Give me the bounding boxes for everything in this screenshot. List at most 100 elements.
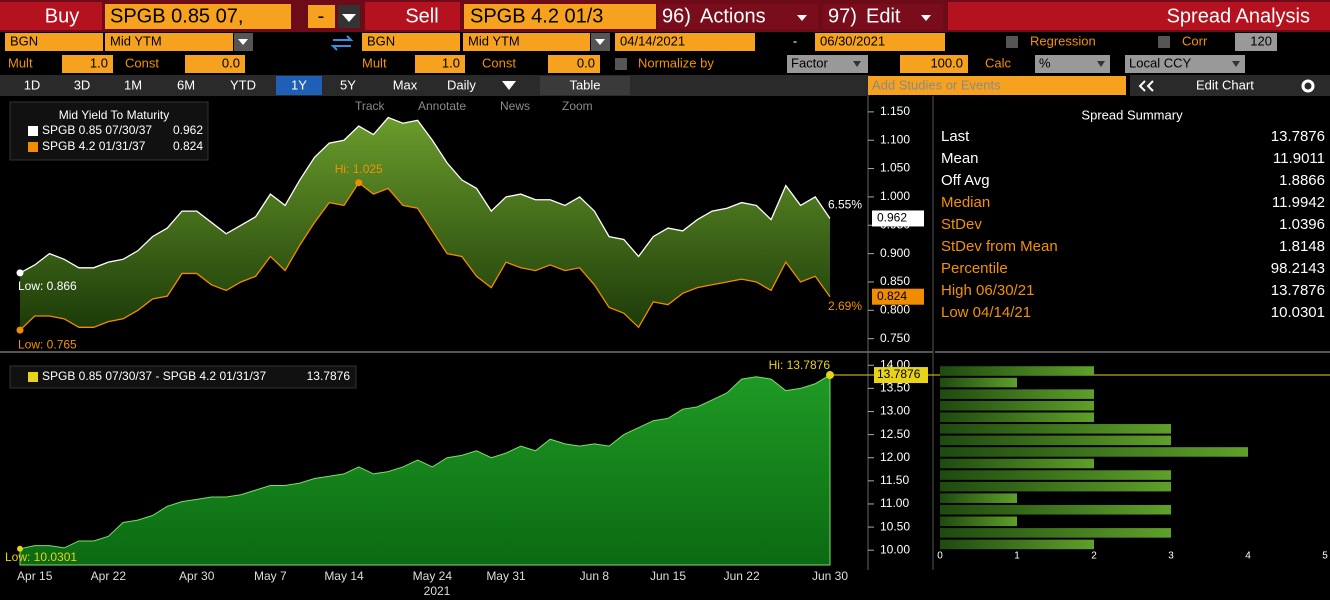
histogram-bar [940,470,1171,480]
toolbar-normalize-mode[interactable]: Factor [791,55,829,70]
x-tick-label: Jun 30 [812,569,848,583]
toolbar-edit[interactable]: Edit [866,5,901,27]
summary-value: 98.2143 [1271,260,1325,277]
toolbar-studies[interactable]: Add Studies or Events [872,77,1001,92]
toolbar-buy[interactable]: Buy [45,5,79,27]
annotation: Low: 10.0301 [5,550,77,564]
summary-label: High 06/30/21 [941,282,1034,299]
y-tick-label: 13.00 [880,404,910,418]
toolbar-normalize[interactable]: Normalize by [638,55,714,70]
y-tick-label: 11.00 [880,496,909,510]
last-value: 0.962 [877,211,907,225]
histogram-bar [940,366,1094,376]
range-button[interactable]: Max [393,77,418,92]
x-tick-label: 1 [1014,551,1020,562]
toolbar-start-date[interactable]: 04/14/2021 [620,33,685,48]
toolbar-edit-num[interactable]: 97) [828,5,857,27]
toolbar-panel-title[interactable]: Spread Analysis [1167,5,1310,27]
toolbar-bg [0,0,1330,96]
x-tick-label: 5 [1322,551,1328,562]
low-marker [17,545,23,552]
y-tick-label: 1.050 [880,161,910,175]
toolbar-actions-num[interactable]: 96) [662,5,691,27]
panels [0,96,1330,570]
annotation: 6.55% [828,198,862,212]
toolbar-actions[interactable]: Actions [700,5,766,27]
x-tick-label: Apr 30 [179,569,215,583]
toolbar-mult1[interactable]: 1.0 [90,55,108,70]
legend-value: 0.824 [173,139,203,153]
summary-value: 10.0301 [1271,304,1325,321]
legend-name: SPGB 0.85 07/30/37 - SPGB 4.2 01/31/37 [42,369,266,383]
summary-label: Low 04/14/21 [941,304,1031,321]
toolbar-minus[interactable]: - [318,5,325,27]
summary-value: 11.9942 [1272,194,1325,211]
toolbar-calc-mode[interactable]: % [1039,55,1051,70]
histogram-bar [940,447,1248,457]
low-marker [16,326,24,334]
toolbar-const2[interactable]: 0.0 [577,55,595,70]
histogram-bar [940,539,1094,550]
histogram-bar [940,458,1094,469]
toolbar-date-sep[interactable]: - [793,33,797,48]
range-button[interactable]: 6M [177,77,195,92]
summary-label: Percentile [941,260,1008,277]
toolbar-source1[interactable]: BGN [10,33,38,48]
range-button[interactable]: 5Y [340,77,356,92]
toolbar-sell-ticker[interactable]: SPGB 4.2 01/3 [470,5,603,27]
histogram-bar [940,377,1017,388]
y-tick-label: 13.50 [880,381,910,395]
annotation: Low: 0.765 [18,337,77,351]
histogram-bar [940,389,1094,399]
histogram-bar [940,528,1171,538]
range-button[interactable]: 3D [74,77,91,92]
yield-line [19,181,831,331]
chart-tool[interactable]: Zoom [562,99,593,113]
last-value: 13.7876 [877,367,921,381]
chart-tool[interactable]: Annotate [418,99,466,113]
histogram-bar [940,516,1017,527]
toolbar-const2-label[interactable]: Const [482,55,516,70]
toolbar-const1[interactable]: 0.0 [222,55,240,70]
toolbar-buy-ticker[interactable]: SPGB 0.85 07, [110,5,243,27]
y-tick-label: 0.850 [880,274,910,288]
summary-value: 1.0396 [1279,216,1325,233]
summary-value: 11.9011 [1273,150,1325,167]
y-tick-label: 1.100 [880,132,910,146]
toolbar-calc[interactable]: Calc [985,55,1012,70]
range-button[interactable]: YTD [230,77,256,92]
toolbar-frequency[interactable]: Daily [447,77,476,92]
toolbar-sell[interactable]: Sell [405,5,438,27]
toolbar-table[interactable]: Table [569,77,600,92]
chart-tool[interactable]: News [500,99,530,113]
toolbar-corr-window[interactable]: 120 [1250,33,1272,48]
histogram-bar [940,481,1171,492]
summary-label: Mean [941,150,979,167]
y-tick-label: 12.00 [880,450,910,464]
y-tick-label: 0.900 [880,246,910,260]
x-tick-label: May 31 [486,569,526,583]
last-value-box [872,288,924,305]
last-value: 0.824 [877,289,907,303]
toolbar-source2[interactable]: BGN [367,33,395,48]
toolbar-factor[interactable]: 100.0 [930,55,963,70]
summary-value: 13.7876 [1271,128,1325,145]
toolbar-end-date[interactable]: 06/30/2021 [820,33,885,48]
toolbar-const1-label[interactable]: Const [125,55,159,70]
toolbar-regression[interactable]: Regression [1030,33,1096,48]
toolbar-edit-chart[interactable]: Edit Chart [1196,77,1254,92]
toolbar-corr[interactable]: Corr [1182,33,1208,48]
y-tick-label: 1.000 [880,189,910,203]
toolbar-field2[interactable]: Mid YTM [468,33,520,48]
toolbar-mult1-label[interactable]: Mult [8,55,33,70]
toolbar-field1[interactable]: Mid YTM [110,33,162,48]
range-button[interactable]: 1Y [291,77,307,92]
chart-tool[interactable]: Track [355,99,386,113]
toolbar-currency[interactable]: Local CCY [1129,55,1191,70]
range-button[interactable]: 1M [124,77,142,92]
toolbar-mult2[interactable]: 1.0 [442,55,460,70]
spread-area [19,374,831,566]
toolbar-mult2-label[interactable]: Mult [362,55,387,70]
x-tick-label: May 14 [324,569,364,583]
range-button[interactable]: 1D [24,77,41,92]
